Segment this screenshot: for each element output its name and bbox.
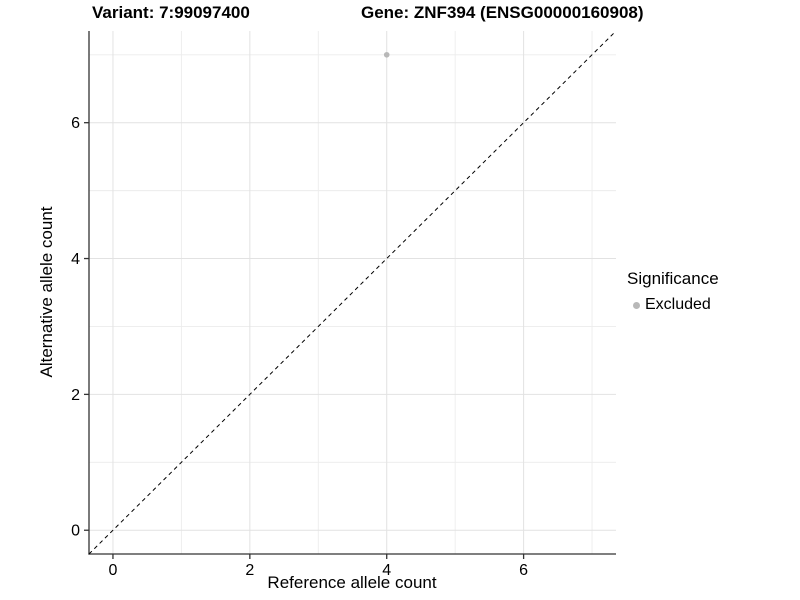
y-axis-title: Alternative allele count (37, 206, 56, 378)
y-tick-label: 4 (71, 251, 80, 268)
excluded-point-icon (632, 301, 640, 309)
plot-title-variant: Variant: 7:99097400 (92, 3, 250, 22)
x-tick-label: 6 (519, 562, 528, 579)
legend-title: Significance (627, 269, 719, 288)
legend-key (630, 299, 642, 311)
x-tick-label: 2 (245, 562, 254, 579)
y-tick-label: 0 (71, 523, 80, 540)
x-tick-label: 0 (109, 562, 118, 579)
y-tick-label: 2 (71, 387, 80, 404)
legend-item-excluded: Excluded (627, 296, 719, 314)
y-tick-label: 6 (71, 115, 80, 132)
x-axis-title: Reference allele count (267, 573, 437, 592)
x-tick-label: 4 (382, 562, 391, 579)
data-point (383, 51, 390, 58)
plot-title-gene: Gene: ZNF394 (ENSG00000160908) (361, 3, 644, 22)
legend-item-label: Excluded (645, 296, 711, 313)
legend: Significance Excluded (627, 269, 719, 314)
identity-line (88, 30, 617, 555)
